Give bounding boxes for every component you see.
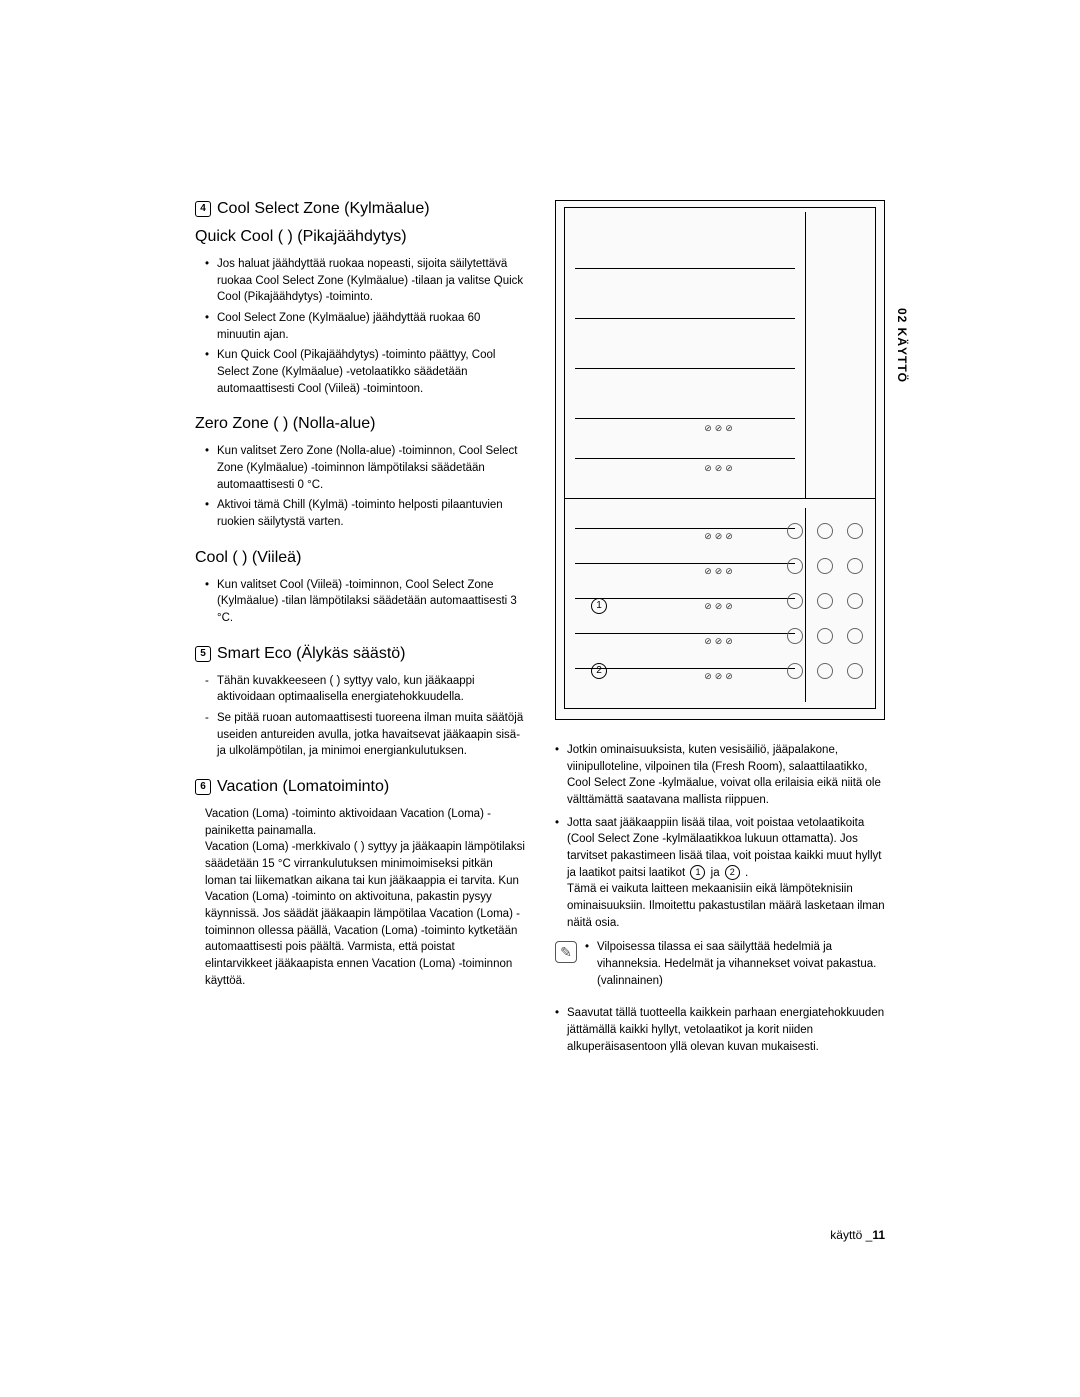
- section-number-6: 6: [195, 779, 211, 795]
- list-item: Aktivoi tämä Chill (Kylmä) -toiminto hel…: [205, 497, 525, 530]
- list-item: Kun Quick Cool (Pikajäähdytys) -toiminto…: [205, 347, 525, 397]
- list-item: Cool Select Zone (Kylmäalue) jäähdyttää …: [205, 310, 525, 343]
- right-notes-top: Jotkin ominaisuuksista, kuten vesisäiliö…: [555, 742, 885, 931]
- callout-num-2: 2: [591, 663, 607, 679]
- quick-cool-list: Jos haluat jäähdyttää ruokaa nopeasti, s…: [195, 256, 525, 397]
- footer-label: käyttö _: [830, 1228, 872, 1242]
- list-item: Kun valitset Zero Zone (Nolla-alue) -toi…: [205, 443, 525, 493]
- vacation-body: Vacation (Loma) -toiminto aktivoidaan Va…: [195, 806, 525, 989]
- right-notes-bottom: Saavutat tällä tuotteella kaikkein parha…: [555, 1005, 885, 1055]
- callout-num-1: 1: [591, 598, 607, 614]
- list-item: Saavutat tällä tuotteella kaikkein parha…: [555, 1005, 885, 1055]
- section-5-title: 5 Smart Eco (Älykäs säästö): [195, 645, 525, 663]
- section-6-heading: Vacation (Lomatoiminto): [217, 778, 389, 796]
- note-block: ✎ Vilpoisessa tilassa ei saa säilyttää h…: [555, 939, 885, 995]
- fridge-diagram: ⊘⊘⊘ ⊘⊘⊘ ⊘⊘⊘ ⊘⊘⊘ ⊘⊘⊘ ⊘⊘⊘ ⊘⊘⊘ 1 2: [555, 200, 885, 720]
- zero-zone-heading: Zero Zone ( ) (Nolla-alue): [195, 415, 525, 433]
- section-4-title: 4 Cool Select Zone (Kylmäalue): [195, 200, 525, 218]
- side-tab: 02 KÄYTTÖ: [891, 300, 913, 391]
- callout-2: 2: [591, 663, 607, 679]
- list-item: Jos haluat jäähdyttää ruokaa nopeasti, s…: [205, 256, 525, 306]
- section-number-4: 4: [195, 201, 211, 217]
- page-content: 4 Cool Select Zone (Kylmäalue) Quick Coo…: [195, 200, 885, 1061]
- footer-page-num: 11: [872, 1228, 885, 1242]
- inline-callout-2: 2: [725, 865, 740, 880]
- section-4-heading: Cool Select Zone (Kylmäalue): [217, 200, 430, 218]
- page-footer: käyttö _11: [830, 1228, 885, 1242]
- list-item: Jotkin ominaisuuksista, kuten vesisäiliö…: [555, 742, 885, 809]
- left-column: 4 Cool Select Zone (Kylmäalue) Quick Coo…: [195, 200, 525, 1061]
- list-item: Tähän kuvakkeeseen ( ) syttyy valo, kun …: [205, 673, 525, 706]
- callout-1: 1: [591, 598, 607, 614]
- note-icon: ✎: [555, 941, 577, 963]
- section-number-5: 5: [195, 646, 211, 662]
- cool-heading: Cool ( ) (Viileä): [195, 549, 525, 567]
- zero-zone-list: Kun valitset Zero Zone (Nolla-alue) -toi…: [195, 443, 525, 530]
- section-6-title: 6 Vacation (Lomatoiminto): [195, 778, 525, 796]
- quick-cool-heading: Quick Cool ( ) (Pikajäähdytys): [195, 228, 525, 246]
- list-item: Se pitää ruoan automaattisesti tuoreena …: [205, 710, 525, 760]
- list-item: Kun valitset Cool (Viileä) -toiminnon, C…: [205, 577, 525, 627]
- right-column: ⊘⊘⊘ ⊘⊘⊘ ⊘⊘⊘ ⊘⊘⊘ ⊘⊘⊘ ⊘⊘⊘ ⊘⊘⊘ 1 2: [555, 200, 885, 1061]
- inline-callout-1: 1: [690, 865, 705, 880]
- smart-eco-list: Tähän kuvakkeeseen ( ) syttyy valo, kun …: [195, 673, 525, 760]
- cool-list: Kun valitset Cool (Viileä) -toiminnon, C…: [195, 577, 525, 627]
- note-text: Vilpoisessa tilassa ei saa säilyttää hed…: [585, 939, 885, 989]
- list-item: Jotta saat jääkaappiin lisää tilaa, voit…: [555, 815, 885, 932]
- section-5-heading: Smart Eco (Älykäs säästö): [217, 645, 406, 663]
